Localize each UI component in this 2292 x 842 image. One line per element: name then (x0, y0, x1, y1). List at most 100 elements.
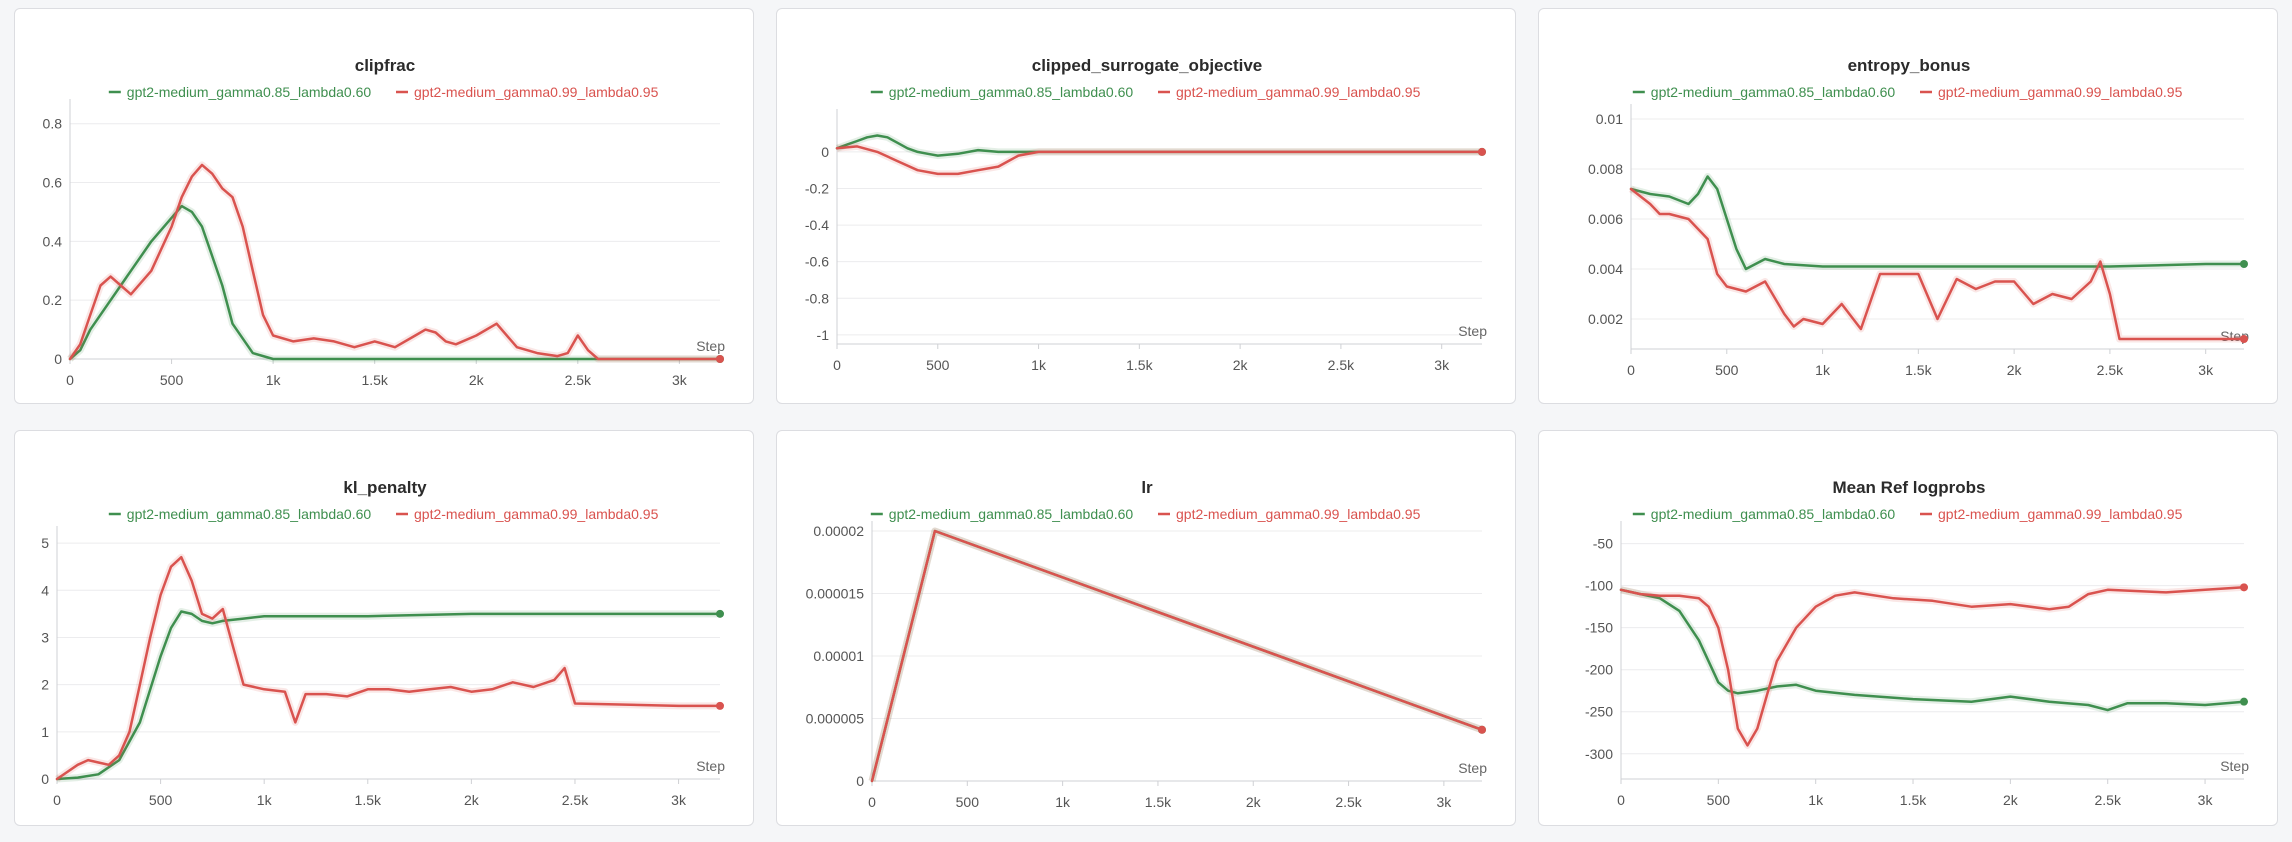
x-tick-label: 1k (1808, 792, 1824, 808)
x-tick-label: 2.5k (562, 792, 589, 808)
series-line-red (1619, 586, 2246, 747)
series-line-red (55, 555, 722, 781)
x-axis-label: Step (2220, 758, 2249, 774)
x-axis-label: Step (696, 758, 725, 774)
y-tick-label: 0 (41, 771, 49, 787)
y-tick-label: 0.002 (1588, 311, 1623, 327)
chart-svg-entropy-bonus: entropy_bonus gpt2-medium_gamma0.85_lambd… (1588, 56, 2249, 378)
legend-label-green: gpt2-medium_gamma0.85_lambda0.60 (889, 84, 1134, 100)
x-tick-label: 2k (1233, 357, 1249, 373)
legend-label-red: gpt2-medium_gamma0.99_lambda0.95 (414, 84, 659, 100)
x-tick-label: 1k (266, 372, 282, 388)
y-tick-label: -0.8 (805, 290, 829, 306)
series-endpoint-red (2240, 335, 2248, 343)
y-tick-label: 0.008 (1588, 161, 1623, 177)
y-tick-label: 3 (41, 629, 49, 645)
legend-label-green: gpt2-medium_gamma0.85_lambda0.60 (1651, 506, 1896, 522)
chart-panel-entropy-bonus: entropy_bonus gpt2-medium_gamma0.85_lambd… (1538, 8, 2278, 404)
chart-panel-kl-penalty: kl_penalty gpt2-medium_gamma0.85_lambda0.… (14, 430, 754, 826)
series-line-green (835, 134, 1484, 157)
y-tick-label: -200 (1585, 662, 1613, 678)
x-tick-label: 1k (257, 792, 273, 808)
y-tick-label: 0.004 (1588, 261, 1623, 277)
series-endpoint-red (716, 701, 724, 710)
y-tick-label: -150 (1585, 620, 1613, 636)
x-tick-label: 0 (868, 794, 876, 810)
x-tick-label: 500 (1707, 792, 1731, 808)
y-tick-label: 1 (41, 724, 49, 740)
legend-label-green: gpt2-medium_gamma0.85_lambda0.60 (127, 84, 372, 100)
x-tick-label: 0 (833, 357, 841, 373)
series-line-red (870, 529, 1484, 783)
x-tick-label: 3k (671, 792, 687, 808)
series-endpoint-green (716, 609, 724, 618)
x-tick-label: 3k (1434, 357, 1450, 373)
x-tick-label: 3k (672, 372, 688, 388)
x-tick-label: 1.5k (1905, 362, 1932, 378)
x-tick-label: 1.5k (361, 372, 388, 388)
chart-svg-clipped-surrogate-objective: clipped_surrogate_objective gpt2-medium_g… (805, 56, 1487, 373)
x-tick-label: 2k (2003, 792, 2019, 808)
chart-svg-kl-penalty: kl_penalty gpt2-medium_gamma0.85_lambda0.… (41, 478, 725, 808)
y-tick-label: 0.000015 (806, 586, 865, 602)
y-tick-label: 0.01 (1596, 111, 1623, 127)
y-tick-label: -300 (1585, 746, 1613, 762)
y-tick-label: -0.2 (805, 181, 829, 197)
x-tick-label: 2.5k (1328, 357, 1355, 373)
x-tick-label: 0 (1627, 362, 1635, 378)
y-tick-label: 0 (856, 773, 864, 789)
y-tick-label: 4 (41, 582, 49, 598)
x-tick-label: 3k (2198, 362, 2214, 378)
x-tick-label: 1.5k (1145, 794, 1172, 810)
y-tick-label: 0.00001 (813, 648, 864, 664)
legend-label-green: gpt2-medium_gamma0.85_lambda0.60 (1651, 84, 1896, 100)
x-tick-label: 2k (469, 372, 485, 388)
y-tick-label: -100 (1585, 578, 1613, 594)
series-halo-red (836, 142, 1482, 178)
legend-label-green: gpt2-medium_gamma0.85_lambda0.60 (127, 506, 372, 522)
chart-title: Mean Ref logprobs (1832, 478, 1985, 497)
series-line-red (835, 145, 1484, 176)
x-axis-label: Step (1458, 760, 1487, 776)
y-tick-label: 0.000005 (806, 711, 865, 727)
x-tick-label: 2k (2007, 362, 2023, 378)
y-tick-label: -0.6 (805, 254, 829, 270)
series-endpoint-red (2240, 583, 2248, 592)
series-endpoint-red (1478, 725, 1486, 734)
legend-label-red: gpt2-medium_gamma0.99_lambda0.95 (1938, 506, 2183, 522)
series-endpoint-green (2240, 260, 2248, 268)
x-tick-label: 1k (1031, 357, 1047, 373)
x-tick-label: 2.5k (2097, 362, 2124, 378)
chart-title: lr (1141, 478, 1153, 497)
x-tick-label: 2.5k (1335, 794, 1362, 810)
x-tick-label: 500 (149, 792, 173, 808)
chart-title: clipfrac (355, 56, 415, 75)
chart-svg-lr: lr gpt2-medium_gamma0.85_lambda0.60 gpt2-m… (806, 478, 1488, 810)
chart-svg-mean-ref-logprobs: Mean Ref logprobs gpt2-medium_gamma0.85_l… (1585, 478, 2249, 808)
x-axis-label: Step (696, 338, 725, 354)
series-halo-red (67, 161, 720, 363)
y-tick-label: -1 (817, 327, 830, 343)
chart-title: kl_penalty (343, 478, 427, 497)
x-tick-label: 500 (1715, 362, 1739, 378)
series-halo-green (1630, 173, 2244, 273)
legend-label-green: gpt2-medium_gamma0.85_lambda0.60 (889, 506, 1134, 522)
series-endpoint-green (2240, 697, 2248, 706)
series-endpoint-red (1478, 147, 1486, 156)
x-tick-label: 500 (926, 357, 950, 373)
x-axis-label: Step (1458, 323, 1487, 339)
x-tick-label: 3k (1436, 794, 1452, 810)
y-tick-label: 0.6 (43, 175, 63, 191)
x-tick-label: 1.5k (355, 792, 382, 808)
chart-panel-lr: lr gpt2-medium_gamma0.85_lambda0.60 gpt2-m… (776, 430, 1516, 826)
x-tick-label: 1.5k (1126, 357, 1153, 373)
chart-panel-mean-ref-logprobs: Mean Ref logprobs gpt2-medium_gamma0.85_l… (1538, 430, 2278, 826)
y-tick-label: 5 (41, 535, 49, 551)
chart-title: clipped_surrogate_objective (1032, 56, 1263, 75)
y-tick-label: 0 (821, 144, 829, 160)
series-halo-green (56, 608, 720, 783)
x-tick-label: 2k (1246, 794, 1262, 810)
x-tick-label: 2.5k (2094, 792, 2121, 808)
x-tick-label: 500 (160, 372, 184, 388)
series-line-red (1629, 187, 2246, 341)
